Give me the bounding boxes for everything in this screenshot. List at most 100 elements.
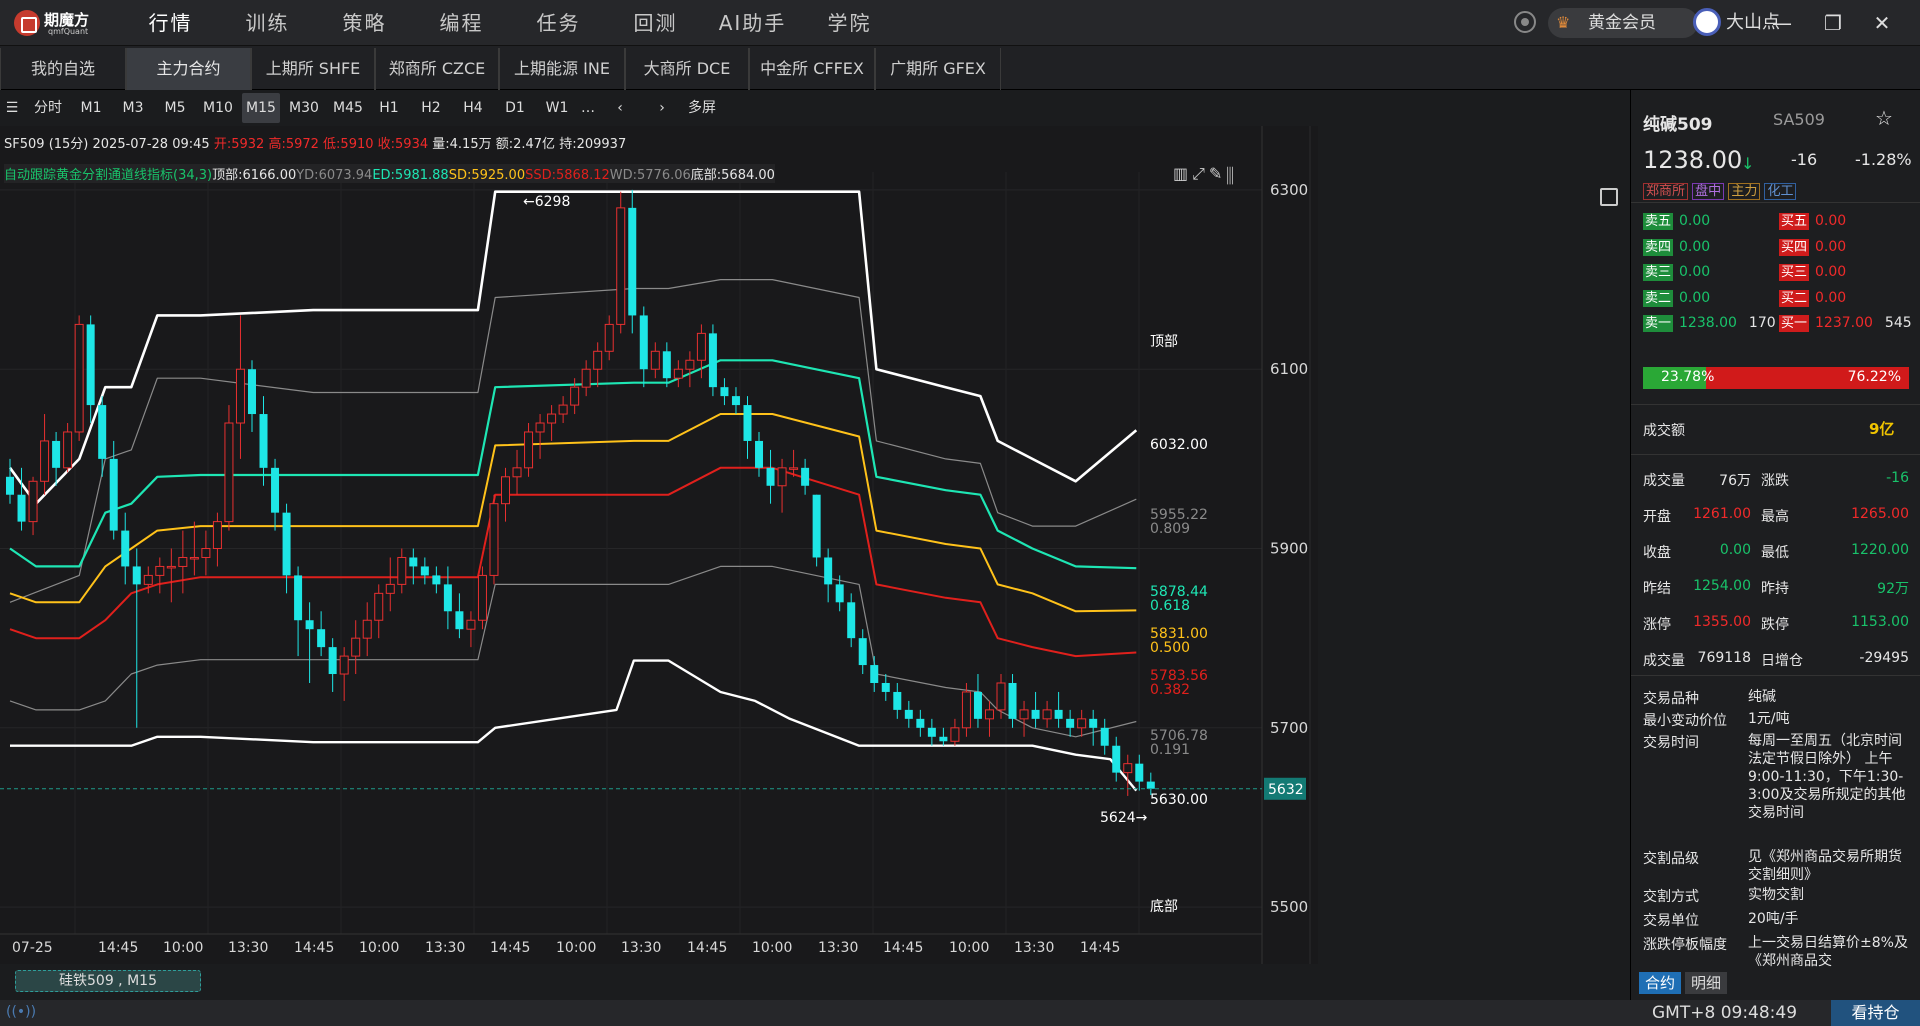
kline-chart[interactable]: 6300 6100 5900 5700 5500 ←6298 5624→ 顶部 底部 6032.0… <box>0 126 1318 964</box>
chart-contract-tag[interactable]: 硅铁509 , M15 <box>15 970 201 992</box>
stat-label: 跌停 <box>1761 617 1789 633</box>
period-m45[interactable]: M45 <box>333 100 363 116</box>
bid-label: 买五 <box>1779 213 1810 230</box>
period-more[interactable]: … <box>581 100 595 116</box>
member-badge[interactable]: ♛ 黄金会员 <box>1548 8 1698 38</box>
stat-label: 收盘 <box>1643 545 1671 561</box>
indicator-bottom: 底部:5684.00 <box>690 168 775 183</box>
nav-ai-assistant[interactable]: AI助手 <box>718 11 787 35</box>
maximize-icon[interactable]: ❐ <box>1824 11 1842 35</box>
nav-programming[interactable]: 编程 <box>439 11 484 35</box>
tab-shfe[interactable]: 上期所 SHFE <box>251 48 375 90</box>
tab-gfex[interactable]: 广期所 GFEX <box>875 48 1001 90</box>
candle-body <box>789 467 799 470</box>
candle-body <box>443 584 452 612</box>
down-arrow-icon: ↓ <box>1741 154 1755 173</box>
candle-body <box>1008 682 1017 719</box>
period-w1[interactable]: W1 <box>545 100 569 116</box>
period-m1[interactable]: M1 <box>80 100 102 116</box>
candle-body <box>409 557 418 567</box>
channel-line-ed <box>9 359 1137 570</box>
period-m10[interactable]: M10 <box>203 100 233 116</box>
app-logo: 期魔方 qmfQuant <box>14 8 104 38</box>
period-intraday[interactable]: 分时 <box>34 100 62 116</box>
view-positions-button[interactable]: 看持仓 <box>1831 1000 1920 1026</box>
y-tick-label: 6100 <box>1270 360 1308 378</box>
copy-window-icon[interactable] <box>1600 188 1618 206</box>
x-tick-label: 14:45 <box>687 940 727 956</box>
period-d1[interactable]: D1 <box>505 100 525 116</box>
chart-tool-icons[interactable]: ▥⤢✎⫼ <box>1173 164 1238 183</box>
candle-body <box>593 350 603 370</box>
tab-contract[interactable]: 合约 <box>1639 972 1682 994</box>
nav-tasks[interactable]: 任务 <box>536 11 581 35</box>
tab-detail[interactable]: 明细 <box>1685 972 1728 994</box>
ask-price: 0.00 <box>1679 289 1711 306</box>
stat-value: -29495 <box>1859 650 1909 666</box>
favorite-star-icon[interactable]: ☆ <box>1875 106 1893 130</box>
period-m15[interactable]: M15 <box>242 93 280 123</box>
stat-value: 1254.00 <box>1693 578 1751 594</box>
candle-body <box>374 592 384 621</box>
x-tick-label: 07-25 <box>12 940 53 956</box>
ask-label: 卖三 <box>1643 264 1674 281</box>
period-m30[interactable]: M30 <box>289 100 319 116</box>
logo-icon <box>14 10 40 36</box>
chart-open: 开:5932 <box>213 137 265 152</box>
stat-value: 0.00 <box>1719 542 1751 558</box>
tab-main-contracts[interactable]: 主力合约 <box>126 48 251 90</box>
period-m5[interactable]: M5 <box>164 100 186 116</box>
nav-market[interactable]: 行情 <box>148 11 193 35</box>
quote-panel: 纯碱509 SA509 ☆ 1238.00 ↓ -16 -1.28% 郑商所 盘… <box>1630 90 1920 1000</box>
ask-row: 卖二 0.00 <box>1643 289 1722 307</box>
period-h4[interactable]: H4 <box>463 100 483 116</box>
stat-value: 1355.00 <box>1693 614 1751 630</box>
x-tick-label: 10:00 <box>359 940 399 956</box>
candle-body <box>547 413 557 424</box>
multi-screen[interactable]: 多屏 <box>688 100 716 116</box>
candle-body <box>212 521 222 550</box>
next-arrow-icon[interactable]: › <box>659 100 665 116</box>
divider <box>1631 454 1920 455</box>
prev-arrow-icon[interactable]: ‹ <box>617 100 623 116</box>
level-price-label: 5706.78 <box>1150 728 1208 744</box>
candle-body <box>755 440 764 468</box>
member-label: 黄金会员 <box>1588 13 1656 33</box>
contract-code: SA509 <box>1773 110 1825 129</box>
bid-label: 买二 <box>1779 289 1810 307</box>
ask-row: 卖四 0.00 <box>1643 238 1722 256</box>
candle-body <box>1100 727 1109 746</box>
candle-body <box>570 386 580 406</box>
candle-body <box>881 682 890 692</box>
settings-gear-icon[interactable] <box>1514 11 1536 33</box>
tab-cffex[interactable]: 中金所 CFFEX <box>749 48 875 90</box>
tab-ine[interactable]: 上期能源 INE <box>499 48 625 90</box>
candle-body <box>432 575 441 585</box>
user-avatar[interactable] <box>1693 8 1721 36</box>
user-name[interactable]: 大山点 <box>1726 12 1780 33</box>
candle-body <box>1123 763 1133 774</box>
tab-czce[interactable]: 郑商所 CZCE <box>375 48 499 90</box>
candle-body <box>535 422 545 433</box>
x-tick-label: 14:45 <box>294 940 334 956</box>
nav-training[interactable]: 训练 <box>245 11 290 35</box>
indicator-ssd: SSD:5868.12 <box>525 168 610 183</box>
level-ratio-label: 0.809 <box>1150 521 1190 537</box>
period-h2[interactable]: H2 <box>421 100 441 116</box>
tab-watchlist[interactable]: 我的自选 <box>0 48 126 90</box>
bid-row: 买三 0.00 <box>1779 263 1858 281</box>
tab-dce[interactable]: 大商所 DCE <box>625 48 749 90</box>
period-h1[interactable]: H1 <box>379 100 399 116</box>
nav-strategy[interactable]: 策略 <box>342 11 387 35</box>
bid-label: 买三 <box>1779 264 1810 281</box>
nav-backtest[interactable]: 回测 <box>633 11 678 35</box>
x-tick-label: 14:45 <box>98 940 138 956</box>
minimize-icon[interactable]: — <box>1772 11 1792 35</box>
menu-icon[interactable]: ☰ <box>5 100 19 116</box>
close-icon[interactable]: ✕ <box>1873 11 1891 35</box>
chart-date: 2025-07-28 <box>92 137 169 152</box>
period-m3[interactable]: M3 <box>122 100 144 116</box>
tag-sector: 化工 <box>1764 183 1797 200</box>
nav-academy[interactable]: 学院 <box>827 11 872 35</box>
